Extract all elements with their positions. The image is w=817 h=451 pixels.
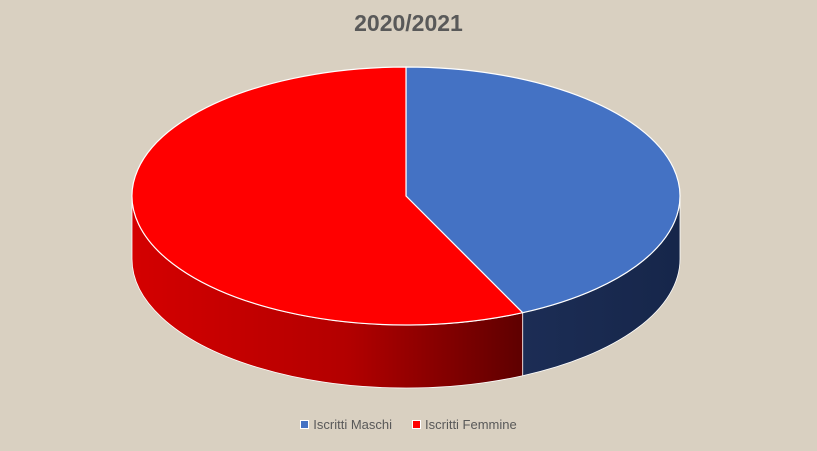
legend-item-femmine: Iscritti Femmine	[412, 417, 517, 432]
pie-slice-iscritti-femmine	[131, 66, 524, 326]
legend-swatch-maschi	[300, 420, 310, 429]
legend: Iscritti Maschi Iscritti Femmine	[0, 417, 817, 432]
legend-label-maschi: Iscritti Maschi	[313, 417, 392, 432]
legend-swatch-femmine	[412, 420, 421, 429]
legend-item-maschi: Iscritti Maschi	[300, 417, 392, 432]
legend-label-femmine: Iscritti Femmine	[425, 417, 517, 432]
chart-title: 2020/2021	[354, 10, 463, 36]
pie-slice-iscritti-maschi	[405, 66, 681, 314]
